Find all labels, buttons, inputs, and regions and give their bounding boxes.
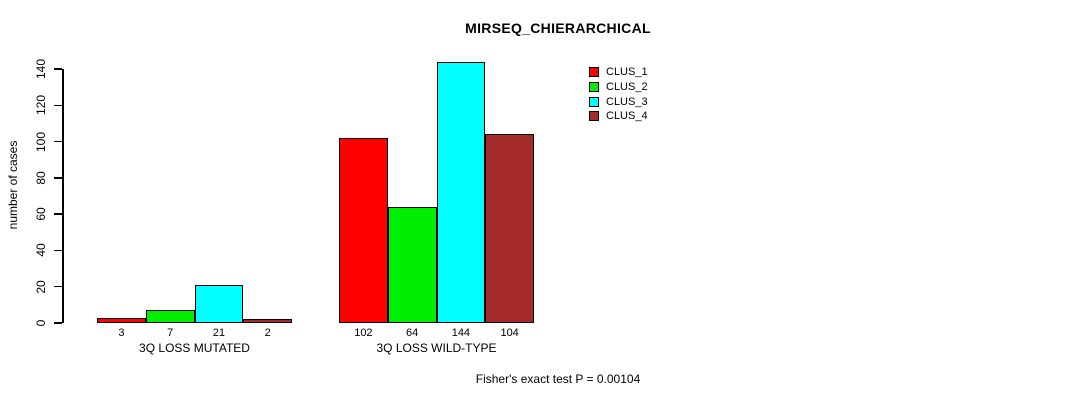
bar-clus_3-group2 xyxy=(436,61,486,323)
y-axis-tick-label: 40 xyxy=(34,243,48,258)
bar-value-label: 7 xyxy=(167,327,174,339)
y-axis-tick xyxy=(54,177,62,179)
y-axis-label: number of cases xyxy=(6,140,20,230)
x-axis-group-label: 3Q LOSS WILD-TYPE xyxy=(376,341,497,355)
bar-clus_1-group1 xyxy=(97,317,146,323)
bar-clus_4-group2 xyxy=(485,134,534,323)
y-axis-line xyxy=(62,69,64,323)
bar-value-label: 21 xyxy=(212,327,225,339)
bar-value-label: 102 xyxy=(354,327,373,339)
y-axis-tick xyxy=(54,213,62,215)
bar-value-label: 3 xyxy=(118,327,125,339)
y-axis-tick xyxy=(54,285,62,288)
y-axis-tick xyxy=(54,140,62,143)
chart-title: MIRSEQ_CHIERARCHICAL xyxy=(465,20,651,36)
bar-value-label: 144 xyxy=(451,327,471,339)
legend-swatch-icon xyxy=(589,67,599,77)
y-axis-tick xyxy=(54,104,62,107)
y-axis-tick-label: 80 xyxy=(34,171,48,185)
y-axis-tick-label: 140 xyxy=(34,58,48,80)
y-axis-tick-label: 60 xyxy=(34,207,48,221)
bar-value-label: 104 xyxy=(500,327,519,339)
y-axis-tick-label: 120 xyxy=(34,95,48,116)
legend-label: CLUS_4 xyxy=(606,110,648,123)
y-axis-tick-label: 100 xyxy=(34,131,48,152)
legend-swatch-icon xyxy=(589,111,599,122)
legend-label: CLUS_3 xyxy=(606,95,648,108)
legend-label: CLUS_2 xyxy=(606,80,648,93)
bar-clus_4-group1 xyxy=(243,319,292,323)
bar-value-label: 64 xyxy=(406,327,419,339)
y-axis-tick-label: 20 xyxy=(34,280,48,294)
y-axis-tick xyxy=(54,68,62,70)
bar-value-label: 2 xyxy=(264,327,271,339)
y-axis-tick xyxy=(54,249,62,252)
y-axis-tick xyxy=(54,322,62,324)
legend-swatch-icon xyxy=(589,96,599,107)
y-axis-tick-label: 0 xyxy=(34,319,48,327)
bar-clus_1-group2 xyxy=(339,137,388,323)
bar-clus_2-group2 xyxy=(387,206,437,323)
x-axis-group-label: 3Q LOSS MUTATED xyxy=(139,341,250,355)
bar-clus_3-group1 xyxy=(194,284,244,323)
bar-clus_2-group1 xyxy=(145,310,195,323)
legend-swatch-icon xyxy=(589,81,599,92)
legend-label: CLUS_1 xyxy=(606,66,648,78)
stat-annotation: Fisher's exact test P = 0.00104 xyxy=(475,372,641,386)
